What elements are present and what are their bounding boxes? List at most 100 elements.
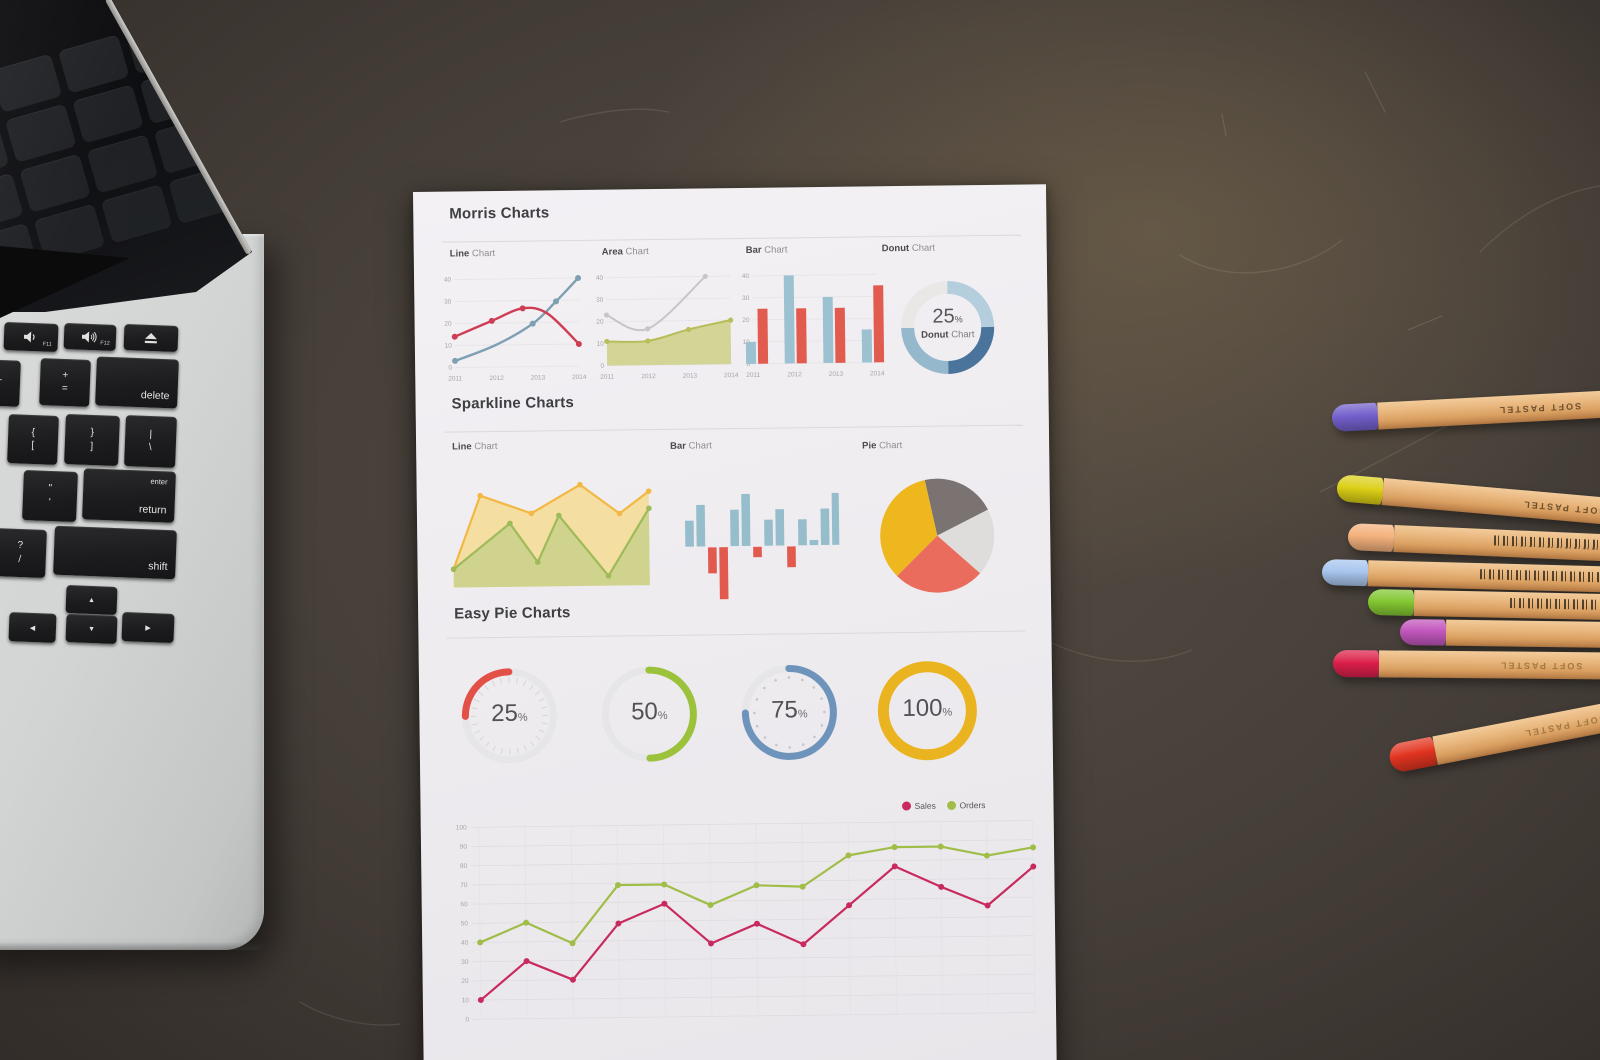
svg-text:30: 30 [742, 295, 750, 302]
svg-text:100: 100 [456, 824, 467, 831]
keyboard-key-plus-equals: + = [39, 358, 91, 407]
svg-text:0: 0 [448, 365, 452, 372]
chart-label-area: Area Chart [601, 246, 649, 258]
pencil-periwinkle: 95391149 [1321, 559, 1600, 596]
svg-text:10: 10 [462, 997, 470, 1004]
keyboard-key-arrow-down: ▼ [65, 614, 118, 644]
reflected-key [0, 53, 63, 113]
keyboard-key-f12: F12 [63, 323, 117, 351]
pencil-text: SOFT PASTEL [1498, 659, 1583, 671]
svg-text:Sales: Sales [914, 801, 935, 811]
section-title-sparkline: Sparkline Charts [451, 394, 575, 413]
svg-text:2011: 2011 [600, 374, 614, 381]
easy-pie-50 [601, 666, 697, 762]
pencil-text: SOFT PASTEL [1522, 712, 1600, 738]
keyboard-key-shift: shift [53, 525, 177, 580]
screen-sheen [0, 0, 252, 312]
reflected-key [221, 95, 252, 156]
pencil-tip [1331, 402, 1379, 432]
keyboard-key-arrow-up: ▲ [65, 585, 118, 615]
reflected-key [139, 64, 212, 125]
pencil-tip [1399, 619, 1447, 646]
keyboard-key-delete: delete [95, 356, 179, 409]
donut-center-label: 25% Donut Chart [921, 305, 975, 341]
pencil-barcode [1509, 597, 1600, 611]
svg-text:60: 60 [460, 901, 468, 908]
svg-text:50: 50 [461, 920, 469, 927]
reflected-key [72, 84, 144, 144]
pencil-tip [1387, 735, 1438, 774]
reflected-key [0, 222, 39, 283]
divider [443, 424, 1023, 433]
keyboard-key-quote: " ' [22, 469, 78, 523]
keyboard-key-pipe-backslash: | \ [124, 415, 177, 468]
screen-bezel-rim [104, 0, 253, 256]
svg-text:30: 30 [461, 959, 469, 966]
pencil-shaft: SOFT PASTEL [1377, 384, 1600, 430]
svg-text:2014: 2014 [870, 370, 885, 377]
chart-sparkline-bar [685, 492, 841, 600]
easy-pie-value: 100% [902, 694, 953, 723]
easy-pie-value: 25% [490, 699, 528, 728]
chart-paper: Morris Charts Sparkline Charts Easy Pie … [413, 184, 1057, 1060]
reflected-key [235, 145, 252, 206]
pencil-text: SOFT PASTEL [1497, 399, 1582, 415]
svg-text:2013: 2013 [829, 371, 844, 378]
reflected-key [125, 14, 197, 75]
svg-text:2012: 2012 [641, 373, 656, 380]
reflected-key [206, 45, 252, 106]
chart-labels: Line Chart Area Chart Bar Chart Donut Chart… [413, 184, 1046, 453]
keyboard-key-question-slash: ? / [0, 528, 47, 578]
pencil-text: SOFT PASTEL [1521, 498, 1600, 516]
keyboard-key-underscore-dash: _- [0, 359, 21, 407]
chart-label-donut: Donut Chart [881, 242, 936, 255]
screen-keyboard-reflection [0, 0, 252, 318]
easy-pie-100 [877, 661, 977, 761]
chart-label-bar: Bar Chart [745, 244, 788, 256]
svg-text:40: 40 [742, 273, 750, 280]
section-title-easypie: Easy Pie Charts [454, 604, 571, 623]
svg-text:2011: 2011 [448, 375, 462, 382]
svg-text:0: 0 [465, 1016, 469, 1023]
svg-text:2012: 2012 [489, 375, 504, 382]
svg-text:40: 40 [461, 940, 469, 947]
svg-text:70: 70 [460, 882, 468, 889]
reflected-key [192, 0, 252, 56]
reflected-key [153, 114, 226, 175]
reflected-key [57, 34, 130, 94]
svg-text:10: 10 [445, 343, 453, 350]
keyboard-key-arrow-left: ◀ [8, 612, 57, 643]
reflected-key [33, 203, 106, 263]
keyboard-key-eject [123, 323, 179, 353]
chart-morris-area: 40 30 20 10 0 2011 2012 2013 2014 [596, 273, 739, 381]
svg-text:0: 0 [746, 361, 750, 368]
pencil-barcode [1479, 568, 1600, 582]
svg-text:90: 90 [460, 844, 468, 851]
easy-pie-group: 25% 50% 75% 100% [413, 184, 1046, 764]
pencil-tip [1347, 522, 1395, 552]
chart-sparkline-area [450, 481, 652, 588]
pencil-tip [1335, 473, 1385, 505]
svg-text:2014: 2014 [572, 374, 587, 381]
reflected-key [168, 164, 240, 225]
reflected-key [100, 184, 173, 244]
pencil-tip [1367, 589, 1415, 616]
laptop-deck [0, 234, 264, 950]
svg-text:2013: 2013 [683, 373, 698, 380]
svg-text:40: 40 [444, 277, 452, 284]
volume-up-icon [81, 331, 97, 343]
pencil-shaft: SOFT PASTEL [1432, 681, 1600, 765]
svg-text:40: 40 [596, 275, 604, 282]
chart-label-line: Line Chart [449, 248, 496, 260]
laptop-screen [0, 0, 252, 312]
reflected-key [4, 103, 77, 163]
keyboard-key-brace-right: }] [64, 413, 120, 467]
chart-morris-line: 40 30 20 10 0 2011 2012 2013 2014 [444, 274, 587, 383]
svg-text:2013: 2013 [531, 374, 546, 381]
svg-text:2014: 2014 [724, 372, 739, 379]
svg-text:20: 20 [742, 317, 750, 324]
laptop-hinge [0, 246, 130, 318]
